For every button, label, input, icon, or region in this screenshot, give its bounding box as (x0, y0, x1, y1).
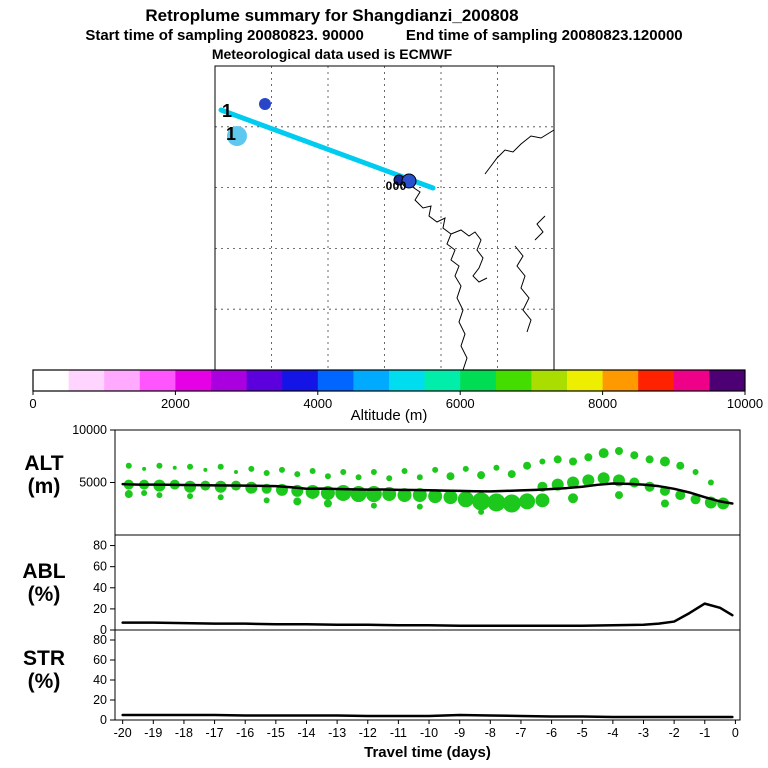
svg-text:-9: -9 (454, 726, 465, 740)
svg-text:40: 40 (93, 581, 107, 595)
svg-text:0: 0 (393, 179, 400, 193)
alt-axis-label: ALT (m) (6, 452, 82, 498)
svg-text:-17: -17 (206, 726, 224, 740)
svg-text:-15: -15 (267, 726, 285, 740)
svg-text:-13: -13 (328, 726, 346, 740)
svg-text:0: 0 (386, 179, 393, 193)
svg-text:-10: -10 (420, 726, 438, 740)
svg-text:20: 20 (93, 602, 107, 616)
str-axis-label-line1: STR (23, 647, 65, 670)
end-time-label: End time of sampling 20080823.120000 (405, 27, 683, 44)
svg-text:40: 40 (93, 673, 107, 687)
alt-axis-label-line1: ALT (24, 452, 64, 475)
svg-text:-4: -4 (607, 726, 618, 740)
svg-text:10000: 10000 (727, 396, 763, 411)
svg-text:80: 80 (93, 539, 107, 553)
svg-text:0: 0 (732, 726, 739, 740)
page-title: Retroplume summary for Shangdianzi_20080… (145, 6, 519, 25)
svg-text:5000: 5000 (79, 476, 107, 490)
svg-text:-6: -6 (546, 726, 557, 740)
svg-text:8000: 8000 (588, 396, 617, 411)
str-axis-label-line2: (%) (27, 670, 61, 693)
svg-text:-18: -18 (175, 726, 193, 740)
met-data-label: Meteorological data used is ECMWF (211, 46, 453, 62)
str-axis-label: STR (%) (6, 647, 82, 693)
svg-text:-2: -2 (669, 726, 680, 740)
svg-text:60: 60 (93, 653, 107, 667)
svg-text:-3: -3 (638, 726, 649, 740)
svg-text:10000: 10000 (72, 423, 107, 437)
svg-text:0: 0 (100, 713, 107, 727)
svg-text:2000: 2000 (161, 396, 190, 411)
abl-axis-label-line2: (%) (27, 583, 61, 606)
x-axis-title: Travel time (days) (364, 744, 491, 761)
svg-text:20: 20 (93, 693, 107, 707)
svg-text:0: 0 (29, 396, 36, 411)
colorbar-title: Altitude (m) (350, 407, 428, 424)
abl-axis-label: ABL (%) (6, 560, 82, 606)
svg-text:1: 1 (226, 124, 236, 144)
svg-text:4000: 4000 (303, 396, 332, 411)
svg-text:6000: 6000 (446, 396, 475, 411)
svg-text:-1: -1 (699, 726, 710, 740)
svg-text:-16: -16 (236, 726, 254, 740)
alt-axis-label-line2: (m) (27, 475, 61, 498)
start-time-label: Start time of sampling 20080823. 90000 (85, 27, 364, 44)
svg-text:0: 0 (100, 623, 107, 637)
svg-text:0: 0 (400, 179, 407, 193)
sampling-times: Start time of sampling 20080823. 90000 E… (0, 27, 768, 44)
svg-text:-19: -19 (144, 726, 162, 740)
svg-text:-7: -7 (515, 726, 526, 740)
svg-text:-5: -5 (577, 726, 588, 740)
svg-text:60: 60 (93, 560, 107, 574)
svg-text:-14: -14 (297, 726, 315, 740)
svg-text:-8: -8 (485, 726, 496, 740)
svg-text:80: 80 (93, 633, 107, 647)
svg-text:1: 1 (222, 101, 232, 121)
svg-text:-11: -11 (390, 726, 407, 740)
svg-text:-12: -12 (359, 726, 377, 740)
svg-text:-20: -20 (114, 726, 132, 740)
abl-axis-label-line1: ABL (22, 560, 66, 583)
